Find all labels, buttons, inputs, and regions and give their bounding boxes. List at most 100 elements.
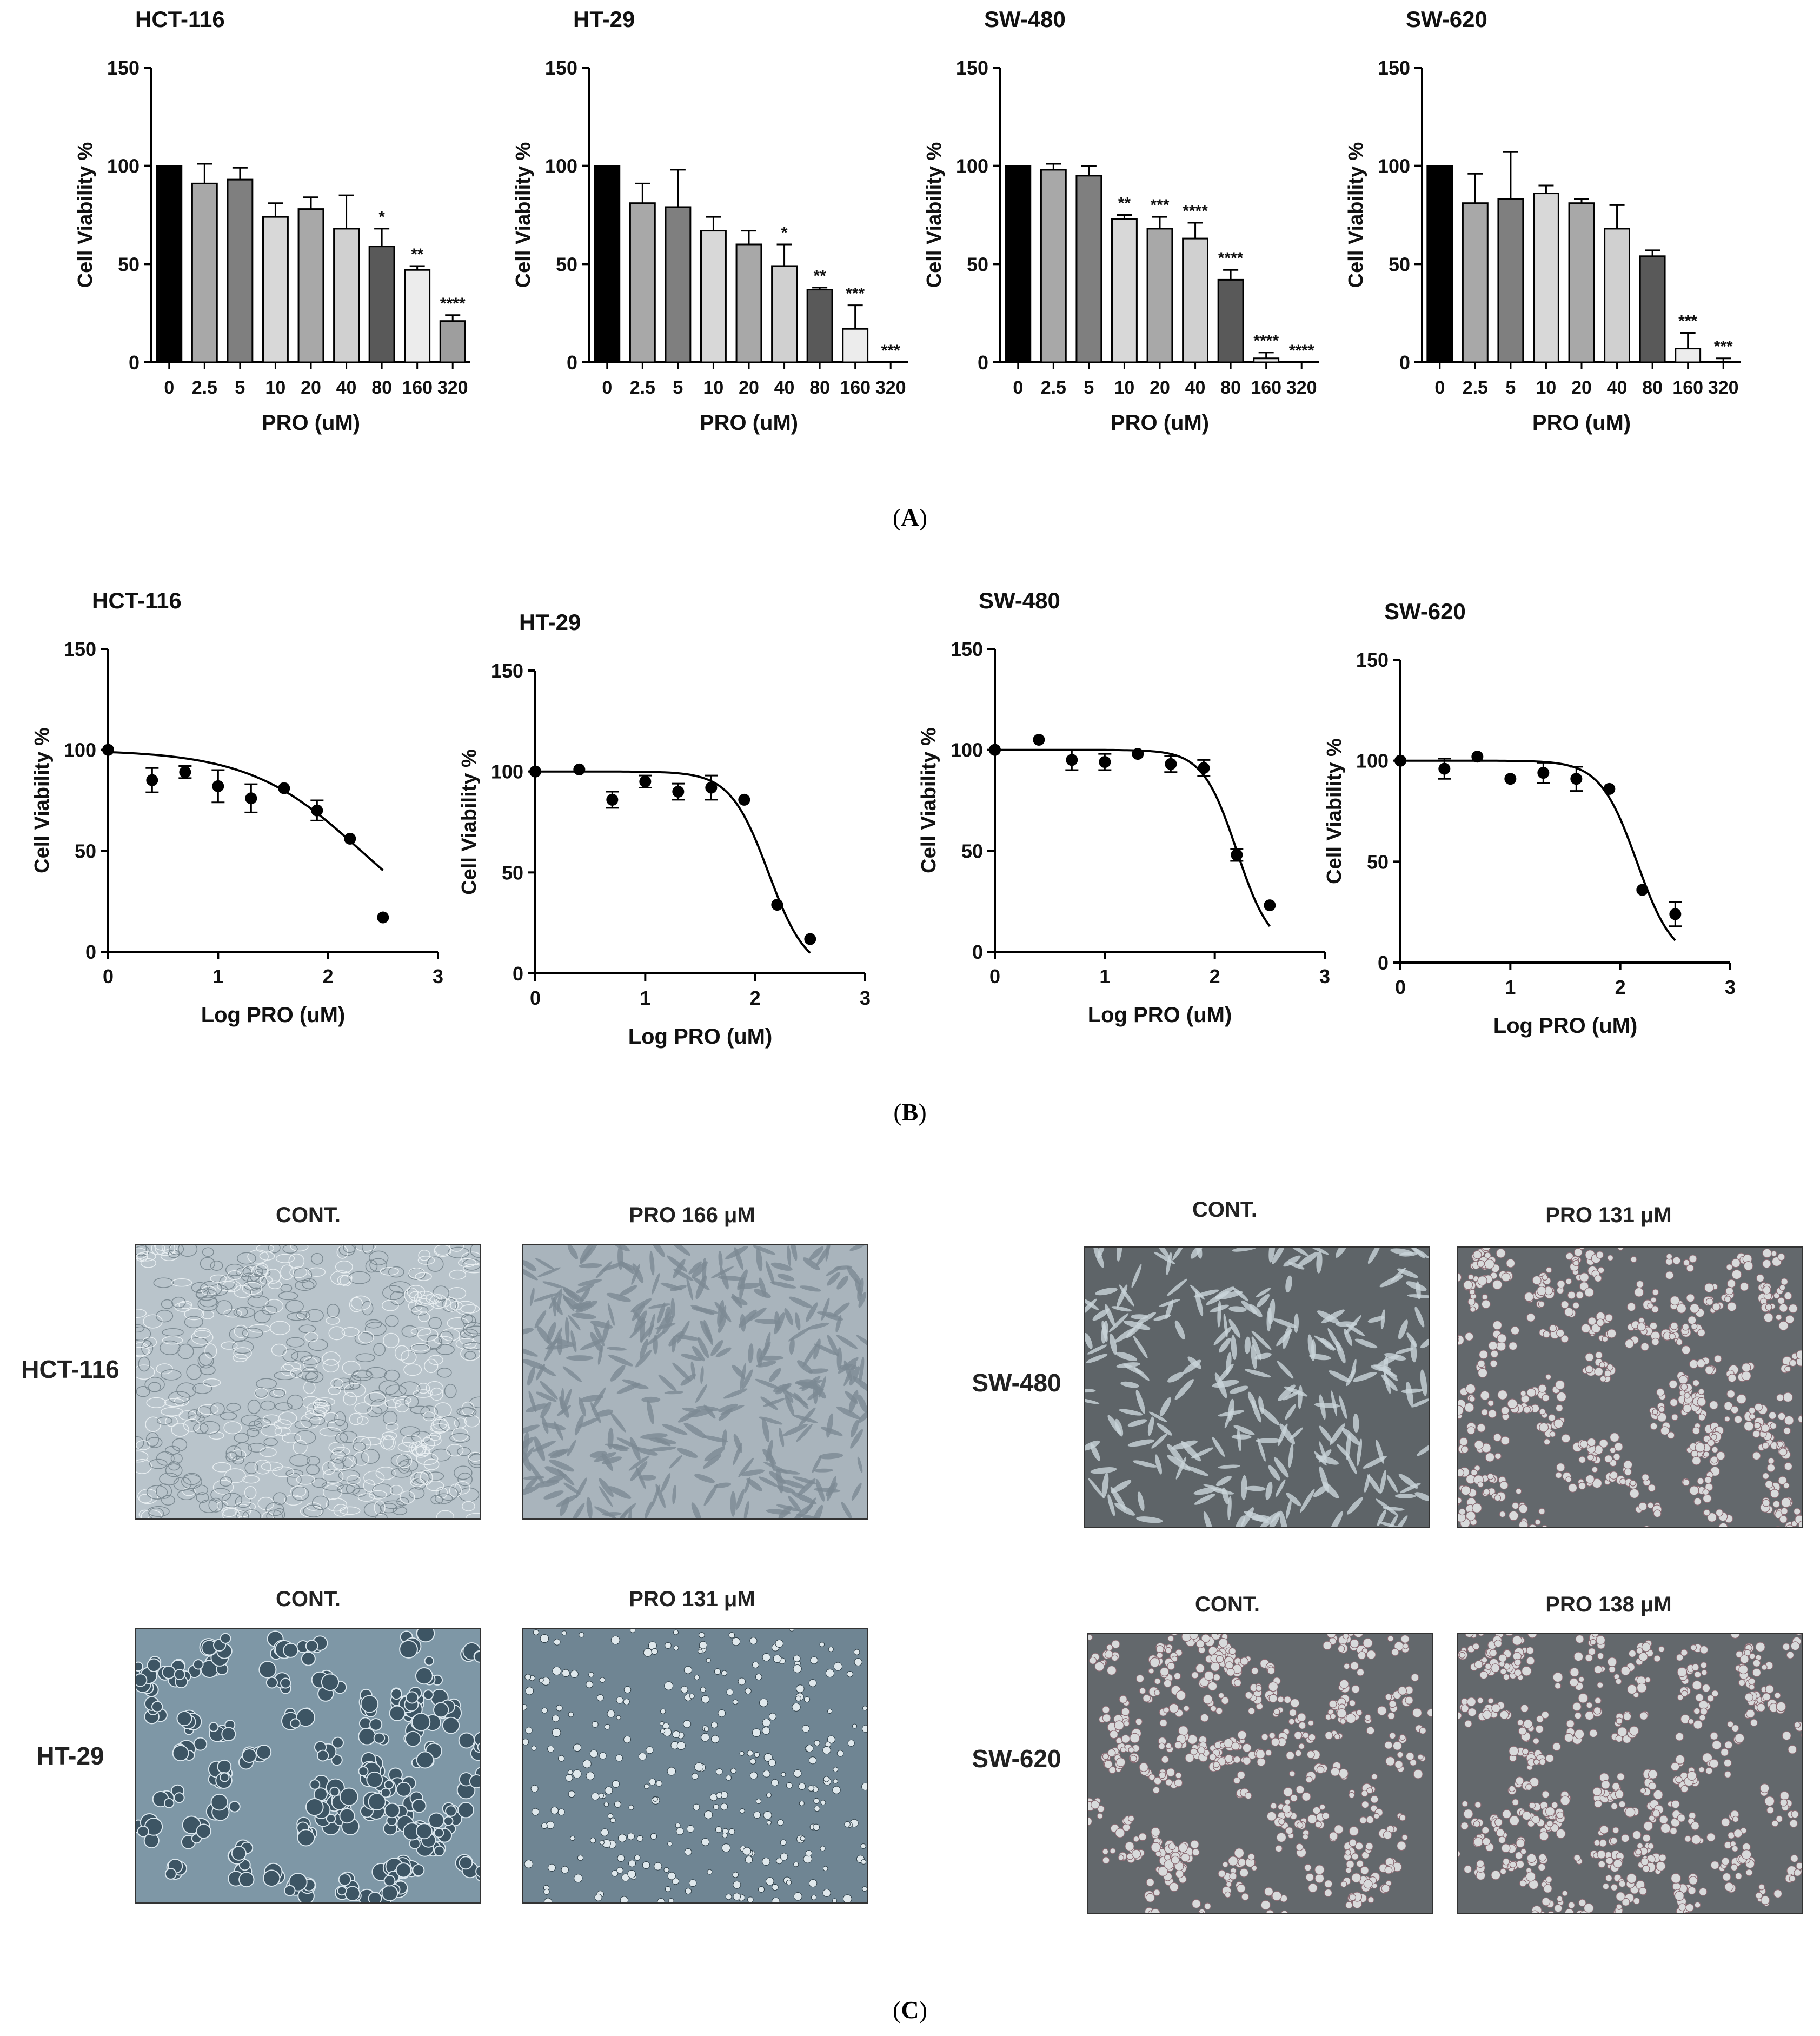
micrograph-texture	[136, 1629, 480, 1902]
significance-label: ***	[1150, 196, 1169, 214]
x-tick-label: 0	[1013, 377, 1023, 398]
x-tick-label: 3	[860, 987, 871, 1009]
x-tick-label: 320	[1286, 377, 1317, 398]
data-point	[1603, 782, 1616, 795]
bar	[1604, 228, 1631, 363]
data-point	[738, 793, 750, 806]
y-tick-label: 100	[545, 155, 577, 177]
y-tick-label: 150	[951, 638, 983, 660]
data-point	[573, 763, 586, 775]
bar	[1253, 357, 1280, 363]
data-point	[179, 766, 191, 778]
curve-chart-ht29: HT-29 0 50 100 150 Cell Viability % 0 1 2 3 Log PR…	[458, 609, 871, 1049]
data-point	[1033, 734, 1045, 746]
chart-title: SW-480	[984, 6, 1066, 32]
micro-title-ht29-cont: CONT.	[276, 1587, 341, 1611]
y-tick-label: 0	[978, 352, 988, 374]
x-tick-label: 3	[433, 965, 443, 987]
x-axis-label: PRO (uM)	[1532, 411, 1631, 435]
significance-label: ****	[1253, 332, 1279, 350]
bar	[333, 228, 360, 363]
bar	[1675, 348, 1702, 363]
data-point	[606, 793, 619, 806]
bar	[191, 182, 218, 363]
bar	[156, 165, 183, 363]
chart-title: SW-480	[979, 588, 1060, 613]
data-point	[1264, 899, 1276, 912]
chart-title: HT-29	[519, 609, 581, 635]
x-tick-label: 2.5	[1041, 377, 1066, 398]
x-tick-label: 20	[301, 377, 321, 398]
data-point	[639, 775, 652, 788]
x-tick-label: 0	[1434, 377, 1445, 398]
data-point	[672, 786, 685, 798]
y-tick-label: 50	[75, 840, 96, 862]
bar	[1639, 255, 1666, 363]
bar	[1182, 237, 1209, 363]
data-point	[377, 911, 389, 924]
bar	[1146, 228, 1173, 363]
micro-title-hct116-treated: PRO 166 μM	[629, 1203, 755, 1227]
x-tick-label: 40	[774, 377, 795, 398]
x-tick-label: 0	[530, 987, 541, 1009]
bar-chart-sw480: SW-480 0 50 100 150 Cell Viability % 0 2.5 5 10 **…	[923, 6, 1319, 435]
y-tick-label: 50	[118, 253, 140, 275]
y-axis-label: Cell Viability %	[458, 749, 481, 895]
micrograph-sw480-control	[1084, 1246, 1430, 1528]
curve-chart-sw620: SW-620 0 50 100 150 Cell Viability % 0 1 2 3 Log P…	[1323, 599, 1736, 1038]
micrograph-texture	[1458, 1634, 1802, 1913]
micro-title-sw480-cont: CONT.	[1192, 1198, 1257, 1222]
data-point	[1537, 767, 1550, 779]
x-tick-label: 2.5	[630, 377, 655, 398]
y-tick-label: 100	[951, 739, 983, 761]
chart-title: HCT-116	[135, 6, 225, 32]
micrograph-texture	[136, 1245, 480, 1518]
micrograph-ht29-control	[135, 1628, 481, 1904]
x-tick-label: 5	[673, 377, 683, 398]
x-tick-label: 160	[840, 377, 871, 398]
bar	[594, 165, 621, 363]
bar	[262, 216, 289, 363]
data-point	[311, 804, 323, 817]
significance-label: ***	[1714, 338, 1733, 356]
chart-title: HCT-116	[92, 588, 182, 613]
data-point	[1636, 884, 1649, 896]
bar	[1533, 193, 1559, 363]
significance-label: **	[411, 246, 424, 263]
bar	[368, 246, 395, 363]
x-tick-label: 160	[402, 377, 433, 398]
y-tick-label: 50	[502, 861, 523, 884]
micro-title-sw620-cont: CONT.	[1195, 1593, 1260, 1616]
data-point	[278, 782, 290, 794]
x-tick-label: 0	[103, 965, 114, 987]
curve-chart-hct116: HCT-116 0 50 100 150 Cell Viability % 0 1 2 3 Log …	[31, 588, 443, 1027]
data-point	[344, 832, 356, 845]
significance-label: *	[781, 224, 788, 242]
x-tick-label: 5	[235, 377, 245, 398]
significance-label: ***	[846, 285, 865, 303]
x-axis-label: PRO (uM)	[700, 411, 798, 435]
x-tick-label: 2	[1615, 976, 1626, 998]
panel-label-a: (A)	[893, 503, 927, 531]
y-tick-label: 50	[1389, 253, 1410, 275]
bar	[1075, 175, 1102, 363]
x-tick-label: 2	[1210, 965, 1220, 987]
x-tick-label: 1	[1099, 965, 1110, 987]
micro-title-sw480-treated: PRO 131 μM	[1545, 1203, 1672, 1227]
bar	[404, 269, 431, 363]
y-tick-label: 0	[129, 352, 140, 374]
x-tick-label: 5	[1505, 377, 1516, 398]
bar	[1217, 278, 1244, 363]
fit-curve	[1400, 759, 1676, 941]
x-tick-label: 10	[1536, 377, 1557, 398]
chart-title: SW-620	[1406, 6, 1487, 32]
row-label-sw620: SW-620	[972, 1745, 1061, 1773]
x-axis-label: Log PRO (uM)	[201, 1003, 346, 1027]
x-tick-label: 0	[164, 377, 174, 398]
significance-label: ****	[440, 295, 466, 313]
curve-chart-sw480: SW-480 0 50 100 150 Cell Viability % 0 1 2 3 Log P…	[918, 588, 1330, 1027]
x-tick-label: 20	[1571, 377, 1592, 398]
chart-title: SW-620	[1384, 599, 1466, 624]
x-tick-label: 1	[1505, 976, 1516, 998]
y-axis-label: Cell Viability %	[74, 142, 97, 288]
